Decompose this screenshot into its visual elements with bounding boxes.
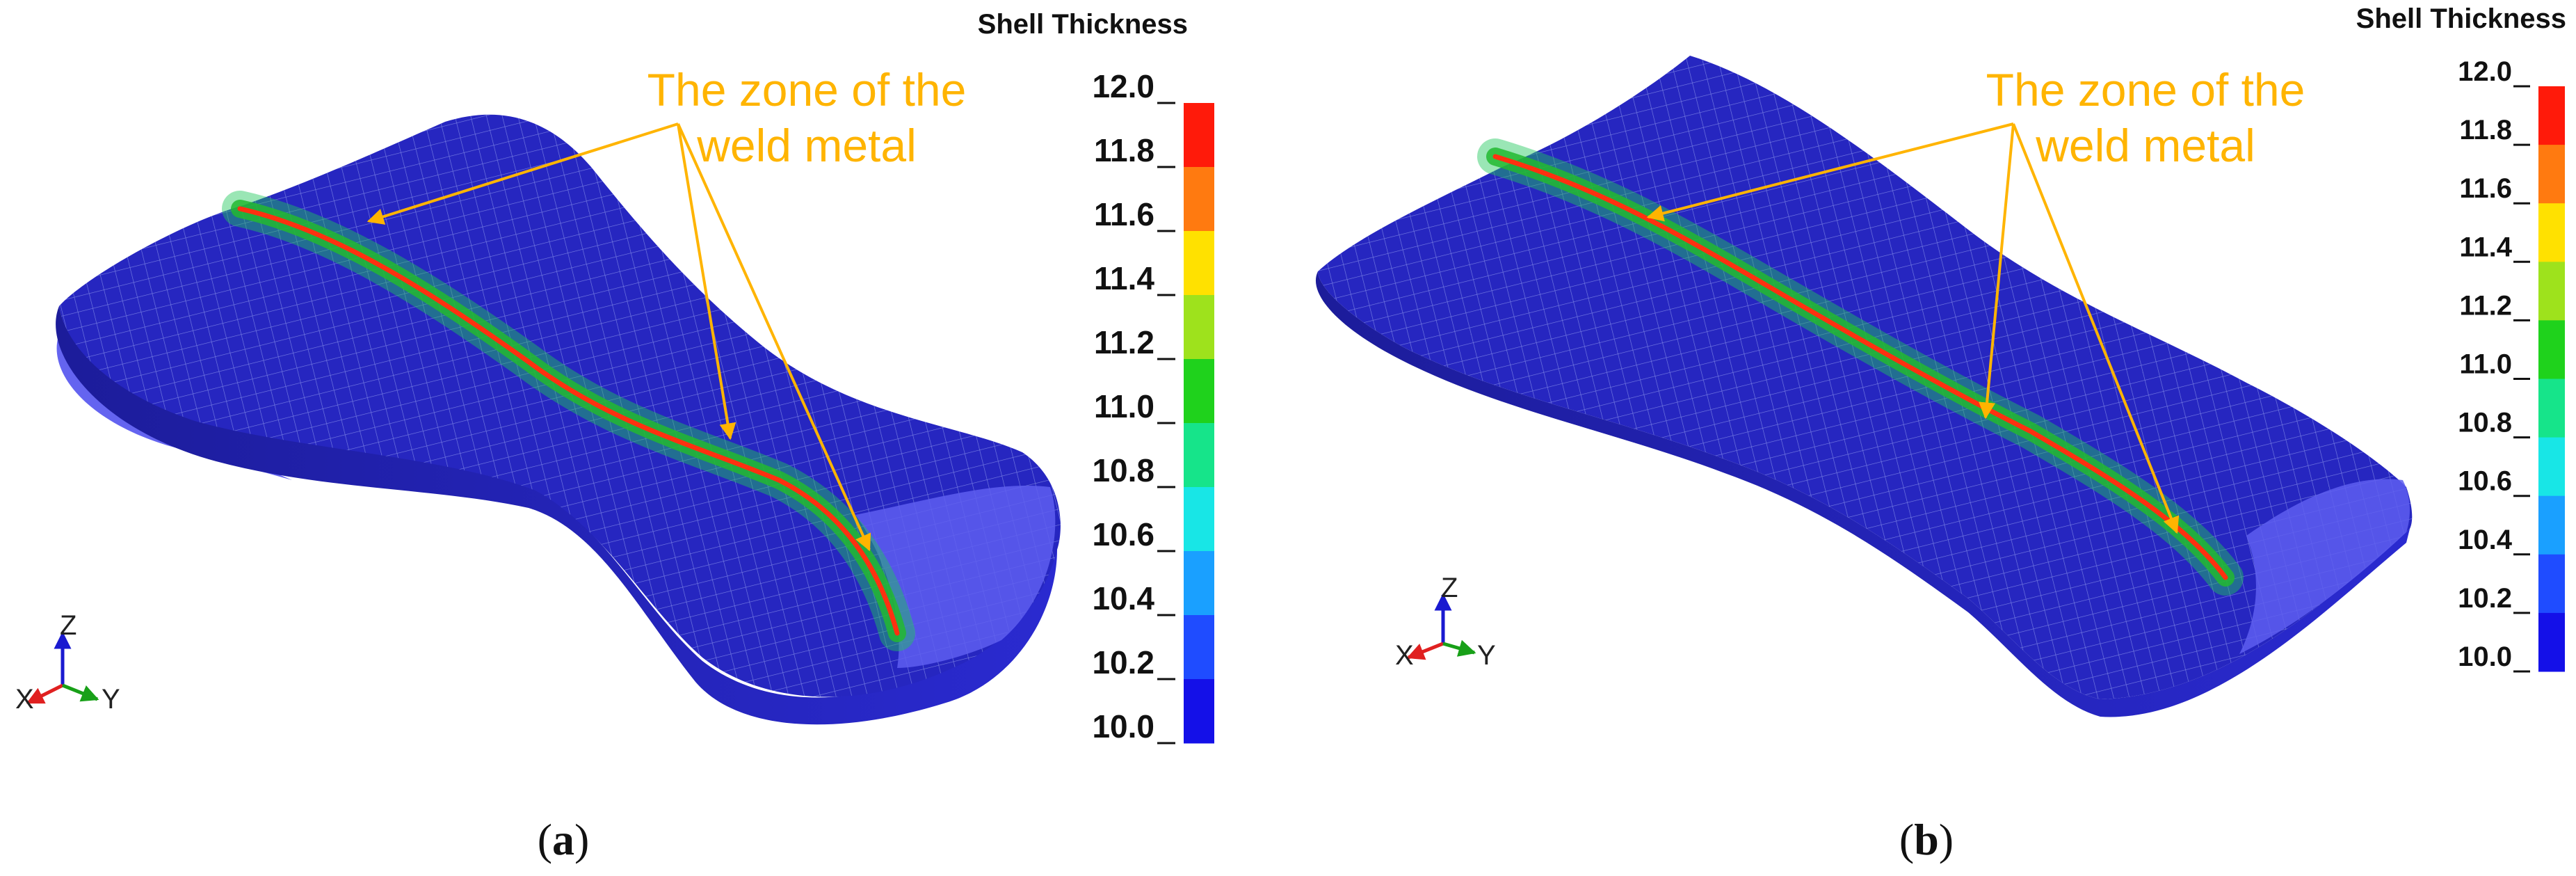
panel-b: The zone of the weld metal Z X Y Shell T… <box>1315 3 2566 864</box>
colorbar-swatch-a <box>1184 231 1214 296</box>
axis-x-label-b: X <box>1395 640 1414 671</box>
colorbar-label-a: 10.2 <box>1092 644 1154 680</box>
colorbar-label-b: 10.4 <box>2458 525 2513 555</box>
colorbar-label-b: 10.8 <box>2458 408 2512 438</box>
colorbar-label-b: 11.0 <box>2459 349 2512 380</box>
colorbar-swatch-a <box>1184 423 1214 488</box>
colorbar-label-a: 11.8 <box>1094 132 1154 168</box>
colorbar-swatch-b <box>2538 437 2565 497</box>
caption-b: (b) <box>1899 815 1954 864</box>
callout-line2-b: weld metal <box>2035 120 2255 171</box>
axis-y-label-a: Y <box>102 684 120 715</box>
colorbar-swatch-b <box>2538 612 2565 672</box>
colorbar-label-a: 11.2 <box>1094 324 1154 360</box>
legend-a: Shell Thickness 12.0 11.8 11.6 11.4 11.2 11.0… <box>978 9 1214 744</box>
callout-line1-b: The zone of the <box>1986 64 2305 116</box>
colorbar-swatch-b <box>2538 203 2565 262</box>
colorbar-label-b: 11.2 <box>2459 290 2512 321</box>
legend-title-a: Shell Thickness <box>978 9 1188 40</box>
axis-x-label-a: X <box>15 684 34 715</box>
colorbar-swatch-b <box>2538 554 2565 614</box>
colorbar-swatch-a <box>1184 551 1214 616</box>
colorbar-label-b: 11.4 <box>2459 232 2512 262</box>
colorbar-a: 12.0 11.8 11.6 11.4 11.2 11.0 10.8 10.6 10.4 10.2… <box>1092 68 1214 744</box>
colorbar-label-a: 12.0 <box>1092 68 1154 104</box>
colorbar-label-b: 10.2 <box>2458 583 2512 614</box>
colorbar-swatch-b <box>2538 145 2565 204</box>
colorbar-label-a: 11.0 <box>1094 388 1154 424</box>
weld-zone-callout-a: The zone of the weld metal <box>367 64 967 552</box>
colorbar-label-a: 11.4 <box>1094 260 1154 296</box>
callout-arrow-b1 <box>1646 122 2014 222</box>
colorbar-swatch-b <box>2538 379 2565 438</box>
colorbar-label-b: 11.6 <box>2459 173 2512 204</box>
colorbar-swatch-a <box>1184 359 1214 424</box>
colorbar-swatch-a <box>1184 487 1214 552</box>
colorbar-label-b: 10.6 <box>2458 466 2512 497</box>
callout-arrow-a3 <box>677 123 871 552</box>
shell-model-b <box>1315 56 2413 717</box>
callout-arrow-a1 <box>367 122 679 225</box>
callout-line2-a: weld metal <box>696 120 916 171</box>
callout-arrow-a2 <box>677 123 736 440</box>
colorbar-label-b: 11.8 <box>2459 115 2512 145</box>
colorbar-swatch-a <box>1184 615 1214 680</box>
caption-a: (a) <box>538 815 590 864</box>
colorbar-label-a: 11.6 <box>1094 196 1154 232</box>
legend-title-b: Shell Thickness <box>2356 3 2566 34</box>
legend-b: Shell Thickness 12.0 11.8 11.6 11.4 11.2 11.0… <box>2356 3 2566 673</box>
axis-y-label-b: Y <box>1477 640 1496 671</box>
colorbar-label-a: 10.8 <box>1092 452 1154 488</box>
shell-model-a <box>56 114 1061 725</box>
colorbar-label-a: 10.6 <box>1092 516 1154 552</box>
axis-z-label-b: Z <box>1441 573 1458 603</box>
axis-triad-b: Z X Y <box>1395 573 1496 671</box>
colorbar-label-a: 10.4 <box>1092 580 1154 616</box>
colorbar-swatch-b <box>2538 262 2565 321</box>
axis-z-label-a: Z <box>60 610 77 641</box>
colorbar-swatch-b <box>2538 86 2565 145</box>
colorbar-swatch-b <box>2538 320 2565 379</box>
colorbar-b: 12.0 11.8 11.6 11.4 11.2 11.0 10.8 10.6 10.4 10.2… <box>2458 56 2565 673</box>
weld-zone-callout-b: The zone of the weld metal <box>1646 64 2305 534</box>
axis-triad-a: Z X Y <box>15 610 120 715</box>
colorbar-label-b: 12.0 <box>2458 56 2512 87</box>
colorbar-swatch-b <box>2538 495 2565 555</box>
colorbar-swatch-a <box>1184 295 1214 360</box>
callout-arrow-b3 <box>2012 123 2180 534</box>
colorbar-swatch-a <box>1184 103 1214 168</box>
colorbar-label-b: 10.0 <box>2458 642 2512 672</box>
callout-arrow-b2 <box>1979 123 2015 420</box>
panel-a: The zone of the weld metal Z X Y Shell T… <box>15 9 1214 864</box>
colorbar-swatch-a <box>1184 679 1214 744</box>
colorbar-swatch-a <box>1184 167 1214 232</box>
callout-line1-a: The zone of the <box>647 64 967 116</box>
colorbar-label-a: 10.0 <box>1092 708 1154 744</box>
